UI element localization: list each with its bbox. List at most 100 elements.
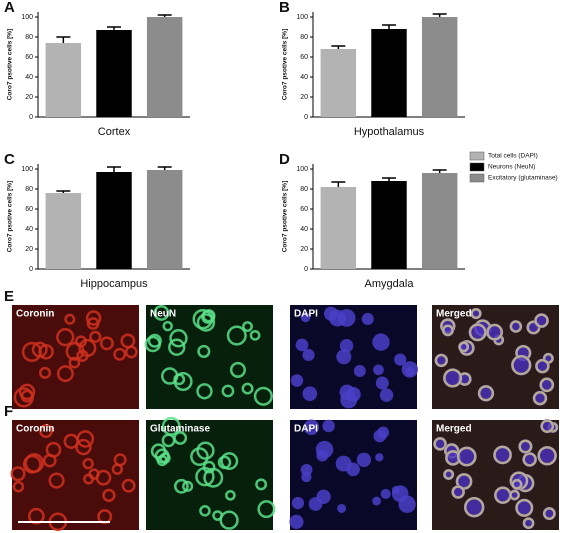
y-axis-label: Coro7 psotive cells [%] (282, 29, 289, 101)
cell (302, 348, 315, 362)
cell (113, 347, 127, 361)
cell (173, 478, 189, 494)
y-tick-label: 20 (25, 94, 33, 101)
cell (372, 496, 382, 506)
y-tick-label: 0 (29, 114, 33, 121)
cell (75, 438, 92, 456)
y-tick-label: 80 (25, 34, 33, 41)
bar (320, 49, 357, 117)
cell (220, 452, 239, 470)
y-tick-label: 100 (21, 14, 33, 21)
cell (221, 384, 235, 398)
cell (477, 385, 495, 402)
cell (458, 341, 470, 353)
y-tick-label: 60 (300, 206, 308, 213)
micrograph: Coronin (10, 420, 139, 532)
cell (373, 364, 384, 376)
cell (201, 309, 216, 324)
cell (147, 333, 162, 348)
bar (146, 170, 183, 269)
cell (518, 439, 533, 454)
image-label: NeuN (150, 309, 176, 320)
cell (20, 389, 34, 403)
cell (464, 497, 485, 518)
bar (421, 173, 458, 269)
cell (156, 454, 168, 467)
x-axis-label: Amygdala (365, 278, 415, 290)
cell (540, 419, 555, 434)
cell (196, 383, 213, 400)
cell (405, 366, 415, 377)
y-tick-label: 20 (25, 246, 33, 253)
cell (337, 503, 347, 513)
y-tick-label: 60 (25, 206, 33, 213)
y-tick-label: 0 (304, 266, 308, 273)
image-label: Coronin (16, 309, 54, 320)
cell (535, 358, 550, 374)
cell (301, 471, 312, 483)
cell (24, 453, 45, 473)
x-axis-label: Hypothalamus (354, 126, 425, 138)
cell (522, 517, 535, 529)
cell (361, 312, 374, 325)
cell (337, 309, 356, 327)
bar (45, 43, 82, 117)
cell (375, 376, 389, 390)
x-axis-label: Hippocampus (80, 278, 148, 290)
cell (291, 496, 305, 510)
micrograph: Merged (432, 419, 559, 530)
cell (509, 489, 520, 501)
x-axis-label: Cortex (98, 126, 131, 138)
cell (225, 489, 236, 501)
bar (96, 172, 132, 269)
cell (113, 453, 127, 467)
cell (63, 433, 79, 450)
bar (371, 181, 407, 269)
cell (356, 452, 372, 467)
cell (539, 377, 555, 393)
cell (168, 338, 186, 356)
cell (511, 478, 523, 490)
y-tick-label: 100 (296, 166, 308, 173)
y-tick-label: 100 (296, 14, 308, 21)
cell (197, 344, 211, 358)
cell (18, 383, 36, 401)
y-tick-label: 0 (29, 266, 33, 273)
micrograph: DAPI (290, 305, 418, 409)
cell (196, 313, 216, 332)
cell (510, 354, 532, 376)
cell (316, 489, 331, 504)
image-label: DAPI (294, 309, 318, 320)
cell (253, 386, 273, 406)
micrograph: NeuN (144, 304, 273, 409)
cell (190, 447, 209, 466)
cell (339, 339, 354, 353)
cell (121, 478, 136, 493)
y-tick-label: 60 (25, 54, 33, 61)
cell (303, 419, 320, 435)
cell (443, 368, 463, 388)
image-label: Glutaminase (150, 424, 210, 435)
image-label: Merged (436, 309, 472, 320)
image-label: Coronin (16, 424, 54, 435)
cell (493, 445, 513, 465)
cell (433, 437, 447, 451)
cell (534, 313, 549, 328)
cell (86, 317, 100, 330)
cell (537, 446, 557, 466)
y-tick-label: 20 (300, 246, 308, 253)
cell (493, 445, 512, 465)
y-axis-label: Coro7 psotive cells [%] (7, 29, 14, 101)
cell (322, 419, 335, 433)
bar (146, 17, 183, 117)
cell (532, 391, 548, 406)
bar (371, 29, 407, 117)
cell (380, 488, 391, 499)
cell (509, 320, 523, 333)
cell (434, 353, 448, 368)
y-tick-label: 80 (300, 186, 308, 193)
cell (10, 466, 26, 482)
cell (64, 313, 76, 325)
cell (226, 325, 247, 346)
panel-label: E (4, 288, 14, 305)
